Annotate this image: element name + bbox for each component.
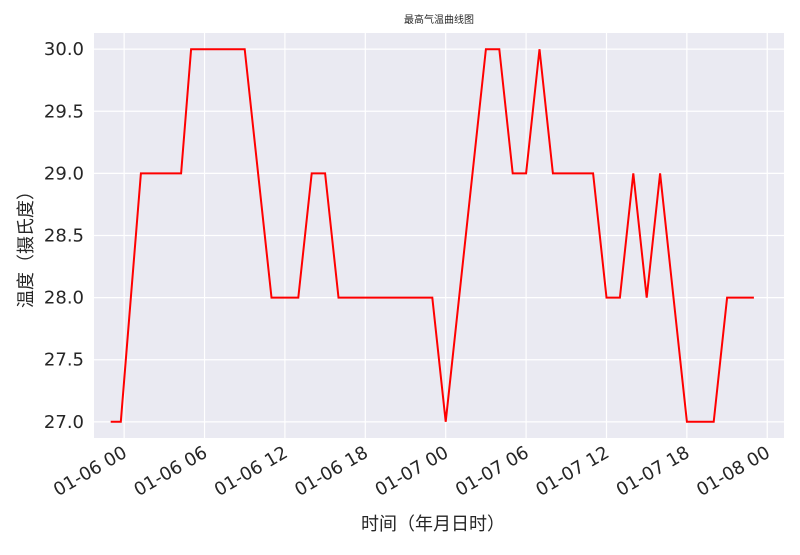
x-tick-label: 01-07 12: [532, 442, 613, 501]
y-axis-ticks: 27.0 27.5 28.0 28.5 29.0 29.5 30.0: [44, 39, 84, 433]
y-tick-label: 27.5: [44, 350, 84, 371]
series-layer: [110, 48, 754, 423]
x-tick-label: 01-06 12: [211, 442, 292, 501]
x-tick-label: 01-07 06: [452, 442, 533, 501]
x-tick-label: 01-07 18: [613, 442, 694, 501]
x-axis-label: 时间（年月日时）: [361, 514, 505, 535]
x-tick-label: 01-07 00: [372, 442, 453, 501]
x-tick-label: 01-08 00: [693, 442, 774, 501]
x-tick-label: 01-06 18: [291, 442, 372, 501]
y-tick-label: 27.0: [44, 412, 84, 433]
x-axis-ticks: 01-06 00 01-06 06 01-06 12 01-06 18 01-07 00…: [50, 442, 774, 501]
y-tick-label: 30.0: [44, 39, 84, 60]
chart-title: 最高气温曲线图: [404, 13, 474, 26]
y-tick-label: 28.5: [44, 226, 84, 247]
x-tick-label: 01-06 06: [130, 442, 211, 501]
x-tick-label: 01-06 00: [50, 442, 131, 501]
y-tick-label: 28.0: [44, 288, 84, 309]
temperature-line: [110, 48, 754, 423]
y-axis-label: 温度（摄氏度）: [16, 182, 37, 308]
y-tick-label: 29.0: [44, 163, 84, 184]
y-tick-label: 29.5: [44, 101, 84, 122]
